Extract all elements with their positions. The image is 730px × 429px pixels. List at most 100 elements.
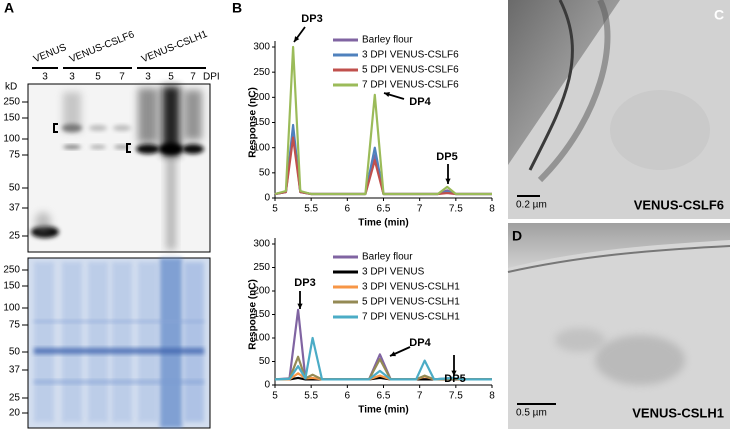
panel-label: A <box>4 0 14 16</box>
annotation: DP5 <box>436 151 457 163</box>
legend-label: Barley flour <box>362 252 413 263</box>
marker-label: 100 <box>3 303 20 314</box>
y-tick-label: 100 <box>253 333 270 344</box>
legend-label: 5 DPI VENUS-CSLF6 <box>362 65 459 76</box>
legend-label: 3 DPI VENUS <box>362 267 425 278</box>
lane-label: 5 <box>168 72 174 83</box>
series-line <box>274 336 492 381</box>
annotation: DP4 <box>409 96 431 108</box>
marker-label: 150 <box>3 281 20 292</box>
lane-label: 7 <box>119 72 125 83</box>
marker-label: 37 <box>9 365 21 376</box>
y-tick-label: 250 <box>253 67 270 78</box>
y-tick-label: 50 <box>259 167 271 178</box>
y-tick-label: 300 <box>253 239 270 250</box>
arrow-head <box>297 303 303 309</box>
legend-label: 3 DPI VENUS-CSLF6 <box>362 50 459 61</box>
y-axis-label: Response (nC) <box>248 279 259 350</box>
legend-label: 3 DPI VENUS-CSLH1 <box>362 282 460 293</box>
micrograph-label: VENUS-CSLH1 <box>632 405 724 420</box>
micrograph-label: VENUS-CSLF6 <box>634 197 724 212</box>
x-axis-label: Time (min) <box>358 218 408 229</box>
lane-label: 3 <box>145 72 151 83</box>
legend-label: Barley flour <box>362 35 413 46</box>
y-tick-label: 200 <box>253 286 270 297</box>
x-tick-label: 7.5 <box>449 204 463 215</box>
annotation: DP3 <box>294 277 315 289</box>
chart: 0 50 100 150 200 250 300 5 5.5 6 6.5 7 7.5 8 Time (min… <box>248 238 495 416</box>
x-tick-label: 7 <box>417 204 423 215</box>
y-tick-label: 200 <box>253 92 270 103</box>
x-tick-label: 5 <box>272 204 278 215</box>
arrow-head <box>445 178 451 184</box>
x-tick-label: 5.5 <box>304 391 318 402</box>
legend-label: 7 DPI VENUS-CSLF6 <box>362 80 459 91</box>
western-blot <box>27 83 211 253</box>
marker-label: 25 <box>9 231 21 242</box>
arrow-head <box>294 36 300 42</box>
y-tick-label: 250 <box>253 262 270 273</box>
annotation: DP5 <box>444 373 465 385</box>
construct-label: VENUS <box>32 42 68 65</box>
marker-label: 75 <box>9 150 21 161</box>
marker-label: 75 <box>9 320 21 331</box>
x-tick-label: 5 <box>272 391 278 402</box>
x-tick-label: 6.5 <box>377 204 391 215</box>
micrograph: C 0.2 µm VENUS-CSLF6 <box>508 0 730 219</box>
y-tick-label: 50 <box>259 356 271 367</box>
y-axis-label: Response (nC) <box>248 87 259 158</box>
lane-label: 7 <box>190 72 196 83</box>
x-tick-label: 6 <box>345 204 351 215</box>
lane-unit: DPI <box>203 72 220 83</box>
lane-label: 3 <box>42 72 48 83</box>
x-tick-label: 6.5 <box>377 391 391 402</box>
marker-label: 50 <box>9 347 21 358</box>
series-line <box>274 136 492 196</box>
construct-label: VENUS-CSLF6 <box>68 29 136 65</box>
x-tick-label: 7.5 <box>449 391 463 402</box>
construct-label: VENUS-CSLH1 <box>140 29 209 66</box>
scale-bar-label: 0.2 µm <box>516 200 547 211</box>
x-axis-label: Time (min) <box>358 405 408 416</box>
micrograph: D 0.5 µm VENUS-CSLH1 <box>507 223 730 429</box>
scale-bar-label: 0.5 µm <box>516 408 547 419</box>
annotation: DP3 <box>301 13 322 25</box>
panel-label: B <box>232 0 242 16</box>
y-tick-label: 150 <box>253 117 270 128</box>
marker-label: 50 <box>9 183 21 194</box>
x-tick-label: 6 <box>345 391 351 402</box>
marker-label: 25 <box>9 393 21 404</box>
marker-label: 100 <box>3 134 20 145</box>
y-tick-label: 100 <box>253 142 270 153</box>
gel-header: VENUS VENUS-CSLF6 VENUS-CSLH1 kD DPI <box>5 29 220 93</box>
size-unit: kD <box>5 82 17 93</box>
legend-label: 7 DPI VENUS-CSLH1 <box>362 312 460 323</box>
marker-label: 20 <box>9 408 21 419</box>
series-line <box>274 45 492 196</box>
lane-label: 3 <box>69 72 75 83</box>
arrow-head <box>451 370 457 376</box>
y-tick-label: 300 <box>253 42 270 53</box>
coomassie-gel <box>27 257 211 429</box>
marker-label: 250 <box>3 265 20 276</box>
x-tick-label: 8 <box>489 204 495 215</box>
annotation: DP4 <box>409 337 431 349</box>
x-tick-label: 8 <box>489 391 495 402</box>
marker-label: 250 <box>3 97 20 108</box>
panel-label: D <box>512 228 522 244</box>
arrow-head <box>390 351 396 357</box>
y-tick-label: 0 <box>264 193 270 204</box>
lane-label: 5 <box>95 72 101 83</box>
marker-label: 150 <box>3 113 20 124</box>
y-tick-label: 150 <box>253 309 270 320</box>
x-tick-label: 7 <box>417 391 423 402</box>
arrow-head <box>384 92 390 98</box>
panel-label: C <box>714 7 724 23</box>
x-tick-label: 5.5 <box>304 204 318 215</box>
chart: 0 50 100 150 200 250 300 5 5.5 6 6.5 7 7.5 8 Time (min… <box>248 13 496 229</box>
marker-label: 37 <box>9 203 21 214</box>
y-tick-label: 0 <box>264 380 270 391</box>
legend-label: 5 DPI VENUS-CSLH1 <box>362 297 460 308</box>
